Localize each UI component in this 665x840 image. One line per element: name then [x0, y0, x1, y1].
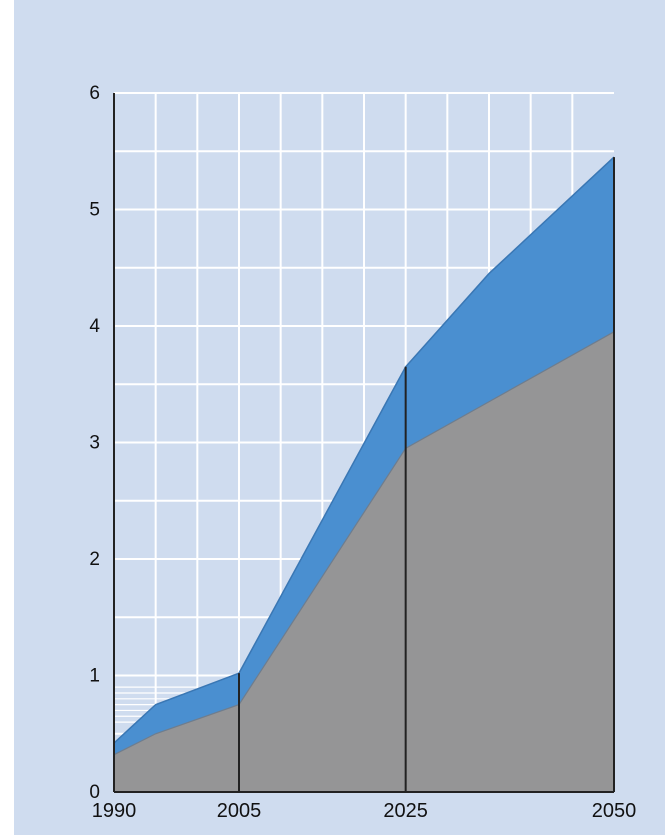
y-tick-label: 2 [89, 549, 100, 570]
chart-panel: 0 1 2 3 4 5 6 1990 2005 2025 2050 [14, 0, 665, 835]
y-tick-label: 1 [89, 666, 100, 687]
x-tick-label: 2005 [217, 800, 262, 822]
area-series [113, 156, 615, 792]
y-tick-label: 0 [89, 782, 100, 803]
y-tick-label: 5 [89, 200, 100, 221]
y-tick-label: 6 [89, 83, 100, 104]
year-markers [238, 157, 615, 792]
upper-area-edge [113, 156, 615, 744]
axes [113, 93, 614, 793]
x-tick-label: 2050 [592, 800, 637, 822]
lower-area-series [114, 331, 614, 792]
tick-labels: 0 1 2 3 4 5 6 1990 2005 2025 2050 [89, 83, 636, 822]
y-tick-label: 3 [89, 433, 100, 454]
stacked-area-chart: 0 1 2 3 4 5 6 1990 2005 2025 2050 [14, 0, 665, 835]
y-tick-label: 4 [89, 316, 100, 337]
lower-area-edge [113, 331, 615, 756]
x-tick-label: 2025 [383, 800, 428, 822]
upper-area-series [114, 157, 614, 755]
x-tick-label: 1990 [92, 800, 137, 822]
